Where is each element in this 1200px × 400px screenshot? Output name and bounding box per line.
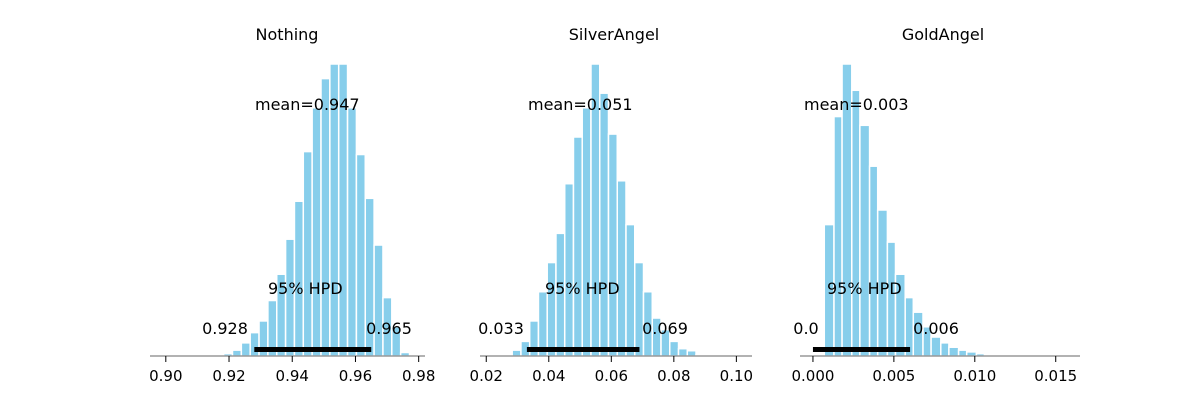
histogram-bar-10 — [302, 150, 313, 357]
histogram-bar-4 — [537, 291, 548, 357]
histogram-bar-13 — [616, 180, 627, 357]
histogram-bar-2 — [833, 115, 843, 357]
hpd-lower-label: 0.033 — [478, 319, 524, 338]
x-tick-label-0: 0.90 — [149, 367, 182, 385]
histogram-bar-15 — [948, 346, 960, 357]
x-axis-ticks: 0.90 0.92 0.94 0.96 0.98 — [149, 356, 435, 385]
hpd-lower-label: 0.928 — [202, 319, 248, 338]
histogram-bar-21 — [686, 349, 697, 357]
mean-annotation: mean=0.051 — [528, 95, 633, 114]
histogram-bar-14 — [625, 223, 636, 357]
histogram-bar-21 — [399, 351, 411, 357]
histogram-bar-20 — [677, 347, 689, 357]
panel-title: SilverAngel — [569, 25, 659, 44]
histogram-bar-6 — [868, 165, 879, 357]
panel-title: GoldAngel — [902, 25, 984, 44]
panel-nothing: 0.90 0.92 0.94 0.96 0.98 Nothing mean=0.947 … — [149, 25, 435, 385]
histogram-bar-15 — [346, 107, 358, 357]
histogram-bar-11 — [311, 107, 322, 357]
histogram-bar-15 — [634, 261, 645, 357]
hpd-label: 95% HPD — [268, 279, 343, 298]
x-axis-ticks: 0.000 0.005 0.010 0.015 — [791, 356, 1077, 385]
panel-title: Nothing — [256, 25, 319, 44]
hpd-label: 95% HPD — [827, 279, 902, 298]
histogram-bar-5 — [546, 261, 557, 357]
histogram-bar-4 — [249, 331, 260, 357]
mean-annotation: mean=0.947 — [255, 95, 360, 114]
histogram-bar-7 — [563, 182, 575, 357]
panel-goldangel: 0.000 0.005 0.010 0.015 GoldAngel mean=0.00… — [791, 25, 1080, 385]
mean-annotation: mean=0.003 — [804, 95, 909, 114]
x-tick-label-3: 0.08 — [657, 367, 690, 385]
histogram-bar-8 — [572, 136, 583, 357]
histogram-bar-14 — [940, 342, 950, 357]
histogram-bar-12 — [607, 133, 618, 357]
hpd-lower-label: 0.0 — [793, 319, 818, 338]
hpd-upper-label: 0.069 — [642, 319, 688, 338]
histogram-bar-4 — [851, 89, 861, 357]
x-tick-label-0: 0.02 — [470, 367, 503, 385]
x-tick-label-0: 0.000 — [791, 367, 834, 385]
x-tick-label-3: 0.015 — [1034, 367, 1077, 385]
x-tick-label-1: 0.04 — [532, 367, 565, 385]
hpd-upper-label: 0.965 — [366, 319, 412, 338]
hpd-label: 95% HPD — [545, 279, 620, 298]
histogram-bar-19 — [669, 340, 680, 357]
histogram-bar-16 — [957, 349, 968, 357]
histogram-bar-11 — [598, 92, 610, 357]
histogram-bar-12 — [320, 77, 331, 357]
histogram-bar-18 — [373, 244, 384, 357]
histogram-bar-3 — [240, 342, 251, 357]
x-tick-label-3: 0.96 — [339, 367, 372, 385]
x-tick-label-4: 0.10 — [720, 367, 753, 385]
histogram-bars — [493, 63, 706, 357]
hpd-upper-label: 0.006 — [913, 319, 959, 338]
histogram-bar-8 — [886, 241, 897, 357]
histogram-bar-5 — [859, 124, 871, 357]
histogram-bar-1 — [511, 349, 522, 357]
histogram-bar-2 — [231, 349, 243, 357]
x-tick-label-1: 0.005 — [872, 367, 915, 385]
x-axis-ticks: 0.02 0.04 0.06 0.08 0.10 — [470, 356, 753, 385]
histogram-bar-16 — [355, 153, 367, 357]
x-tick-label-2: 0.94 — [276, 367, 309, 385]
x-tick-label-2: 0.010 — [953, 367, 996, 385]
x-tick-label-4: 0.98 — [402, 367, 435, 385]
histogram-bar-13 — [930, 336, 942, 357]
x-tick-label-2: 0.06 — [595, 367, 628, 385]
panel-silverangel: 0.02 0.04 0.06 0.08 0.10 SilverAngel mean=0.… — [470, 25, 754, 385]
histogram-bar-9 — [581, 107, 592, 357]
histogram-bar-17 — [965, 351, 978, 357]
x-tick-label-1: 0.92 — [212, 367, 245, 385]
